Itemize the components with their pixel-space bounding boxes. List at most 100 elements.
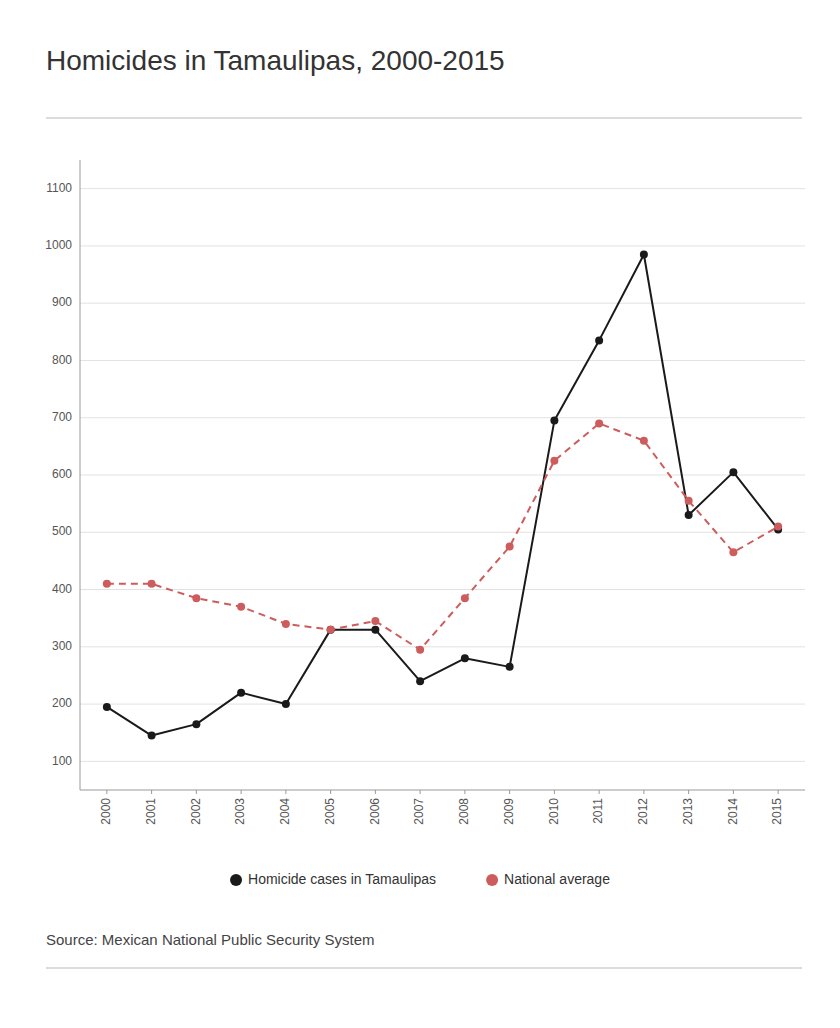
point <box>148 732 156 740</box>
point <box>327 626 335 634</box>
x-tick-label: 2001 <box>144 798 158 825</box>
point <box>237 689 245 697</box>
point <box>506 543 514 551</box>
x-axis-line <box>80 790 805 791</box>
series <box>103 419 782 653</box>
point <box>550 457 558 465</box>
grid-line <box>80 417 805 418</box>
point <box>103 580 111 588</box>
point <box>103 703 111 711</box>
point <box>282 700 290 708</box>
series-line <box>107 255 778 736</box>
x-tick-label: 2014 <box>726 798 740 825</box>
x-tick-label: 2009 <box>502 798 516 825</box>
x-tick-label: 2006 <box>368 798 382 825</box>
point <box>595 336 603 344</box>
chart: Homicides in Tamaulipas, 2000-2015 100 200… <box>0 0 840 1028</box>
y-grid <box>80 189 805 762</box>
point <box>685 497 693 505</box>
x-tick <box>330 790 331 794</box>
x-tick-label: 2004 <box>278 798 292 825</box>
x-tick-label: 2010 <box>547 798 561 825</box>
point <box>371 626 379 634</box>
grid-line <box>80 704 805 705</box>
y-tick-label: 100 <box>52 754 72 768</box>
grid-line <box>80 532 805 533</box>
x-axis: 2000200120022003200420052006200720082009… <box>80 790 805 825</box>
grid-line <box>80 646 805 647</box>
grid-line <box>80 761 805 762</box>
point <box>371 617 379 625</box>
x-tick <box>106 790 107 794</box>
y-tick-label: 600 <box>52 467 72 481</box>
x-tick-label: 2015 <box>770 798 784 825</box>
point <box>774 523 782 531</box>
y-tick-label: 1100 <box>46 181 72 195</box>
x-tick-label: 2002 <box>189 798 203 825</box>
y-tick-label: 300 <box>52 639 72 653</box>
y-tick-label: 1000 <box>45 238 72 252</box>
point <box>729 468 737 476</box>
x-tick <box>643 790 644 794</box>
point <box>192 594 200 602</box>
title: Homicides in Tamaulipas, 2000-2015 <box>46 45 505 76</box>
grid-line <box>80 188 805 189</box>
y-tick-label: 500 <box>52 524 72 538</box>
x-tick <box>778 790 779 794</box>
y-tick-label: 900 <box>52 295 72 309</box>
point <box>461 594 469 602</box>
point <box>550 417 558 425</box>
y-tick-label: 700 <box>52 410 72 424</box>
series-line <box>107 423 778 649</box>
point <box>148 580 156 588</box>
point <box>640 437 648 445</box>
x-tick <box>733 790 734 794</box>
point <box>506 663 514 671</box>
point <box>416 646 424 654</box>
grid-line <box>80 475 805 476</box>
point <box>237 603 245 611</box>
y-tick-label: 200 <box>52 696 72 710</box>
x-tick <box>151 790 152 794</box>
x-tick <box>196 790 197 794</box>
x-tick-label: 2005 <box>323 798 337 825</box>
x-tick <box>375 790 376 794</box>
y-axis-line <box>80 160 81 790</box>
x-tick <box>509 790 510 794</box>
x-tick-label: 2013 <box>681 798 695 825</box>
x-tick <box>688 790 689 794</box>
legend-label: National average <box>504 871 610 887</box>
grid-line <box>80 303 805 304</box>
y-tick-label: 400 <box>52 582 72 596</box>
grid-line <box>80 245 805 246</box>
point <box>729 548 737 556</box>
footer-rule <box>46 967 802 969</box>
header-rule <box>46 117 802 119</box>
y-tick-label: 800 <box>52 353 72 367</box>
point <box>282 620 290 628</box>
legend-marker <box>230 874 242 886</box>
x-tick <box>464 790 465 794</box>
point <box>685 511 693 519</box>
legend-marker <box>486 874 498 886</box>
point <box>416 677 424 685</box>
x-tick-label: 2012 <box>636 798 650 825</box>
point <box>192 720 200 728</box>
source: Source: Mexican National Public Security… <box>46 931 374 948</box>
x-tick <box>241 790 242 794</box>
point <box>640 251 648 259</box>
grid-line <box>80 589 805 590</box>
y-axis: 100 200 300 400 500 600 700 800 900 1000 1100 <box>45 160 80 790</box>
series <box>103 251 782 740</box>
grid-line <box>80 360 805 361</box>
x-tick-label: 2003 <box>233 798 247 825</box>
x-tick <box>420 790 421 794</box>
plot-area <box>103 251 782 740</box>
x-tick-label: 2007 <box>412 798 426 825</box>
legend-label: Homicide cases in Tamaulipas <box>248 871 436 887</box>
x-tick <box>554 790 555 794</box>
legend: Homicide cases in Tamaulipas National ave… <box>230 871 610 887</box>
x-tick <box>599 790 600 794</box>
point <box>461 654 469 662</box>
x-tick-label: 2011 <box>591 798 605 824</box>
